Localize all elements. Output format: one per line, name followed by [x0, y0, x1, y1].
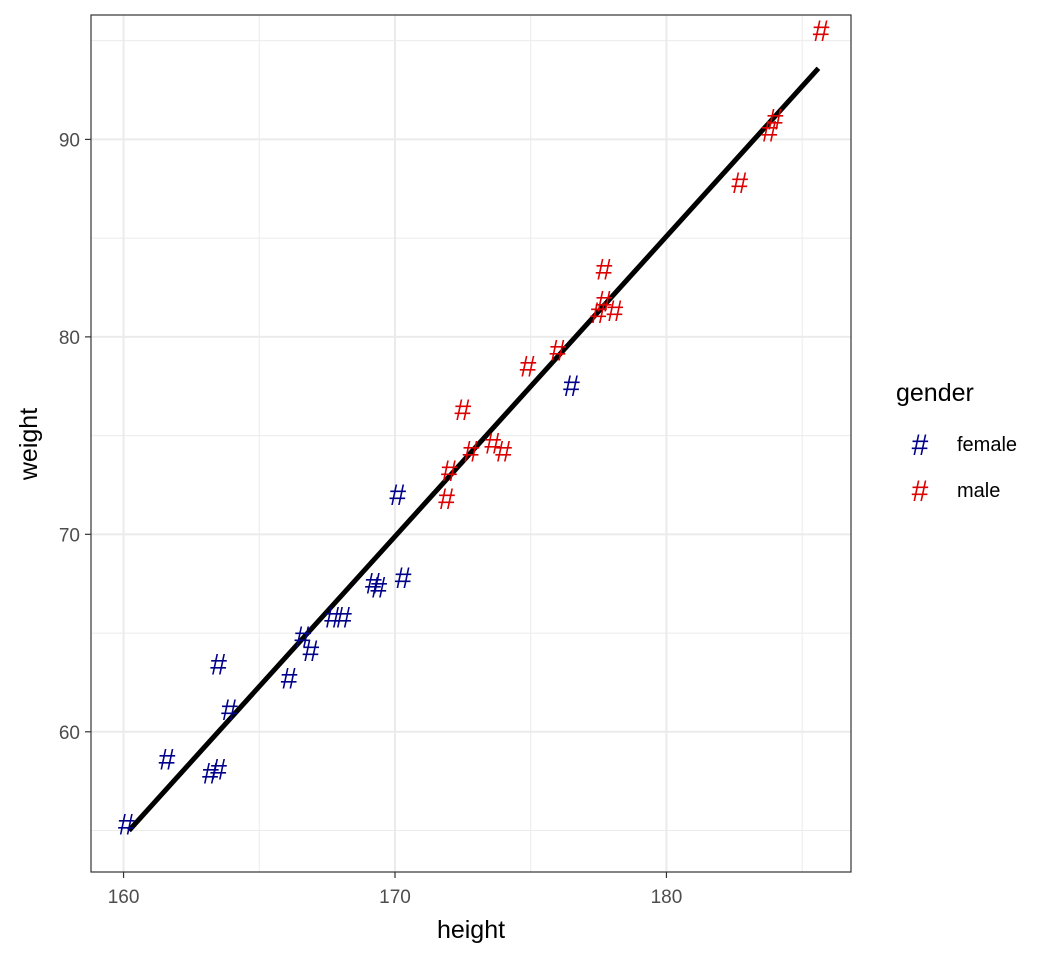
data-point-male: #: [495, 435, 512, 468]
legend: gender # female # male: [896, 379, 1017, 508]
x-axis-ticks: 160 170 180: [108, 872, 683, 908]
data-point-female: #: [210, 649, 227, 682]
y-tick-label: 60: [59, 723, 80, 744]
x-tick-label: 180: [651, 887, 683, 908]
data-point-female: #: [324, 601, 341, 634]
y-axis-ticks: 60 70 80 90: [59, 130, 91, 744]
data-point-female: #: [303, 635, 320, 668]
grid-minor: [91, 15, 851, 872]
data-points: ## ################## ### #########: [118, 15, 830, 842]
legend-label-female: female: [957, 434, 1017, 456]
data-point-male: #: [590, 297, 607, 330]
data-point-female: #: [389, 479, 406, 512]
data-point-male: #: [520, 350, 537, 383]
x-axis-title: height: [437, 916, 505, 944]
data-point-female: #: [221, 694, 238, 727]
data-point-female: #: [370, 572, 387, 605]
y-tick-label: 90: [59, 130, 80, 151]
data-point-female: #: [202, 757, 219, 790]
legend-title: gender: [896, 379, 974, 407]
data-point-male: #: [767, 104, 784, 137]
data-point-female: #: [294, 621, 311, 654]
y-tick-label: 70: [59, 525, 80, 546]
y-axis-title: weight: [15, 408, 43, 481]
y-tick-label: 80: [59, 328, 80, 349]
data-point-male: #: [761, 116, 778, 149]
data-point-male: #: [484, 428, 501, 461]
data-point-male: #: [441, 455, 458, 488]
legend-label-male: male: [957, 480, 1000, 502]
plot-panel-border: [90, 14, 852, 873]
data-point-male: #: [596, 254, 613, 287]
x-tick-label: 170: [379, 887, 411, 908]
legend-key-male: #: [912, 475, 929, 508]
data-point-female: #: [159, 743, 176, 776]
data-point-male: #: [596, 285, 613, 318]
data-point-male: #: [463, 435, 480, 468]
legend-key-female: #: [912, 429, 929, 462]
data-point-female: #: [395, 562, 412, 595]
x-tick-label: 160: [108, 887, 140, 908]
data-point-male: #: [813, 15, 830, 48]
data-point-male: #: [438, 483, 455, 516]
data-point-female: #: [281, 662, 298, 695]
data-point-female: #: [335, 601, 352, 634]
data-point-female: #: [118, 809, 135, 842]
data-point-male: #: [731, 167, 748, 200]
data-point-male: #: [455, 394, 472, 427]
data-point-female: #: [365, 568, 382, 601]
grid-major: [91, 15, 851, 872]
data-point-female: #: [563, 370, 580, 403]
regression-line: [127, 66, 821, 833]
data-point-female: #: [210, 753, 227, 786]
data-point-male: #: [607, 295, 624, 328]
data-point-male: #: [550, 335, 567, 368]
